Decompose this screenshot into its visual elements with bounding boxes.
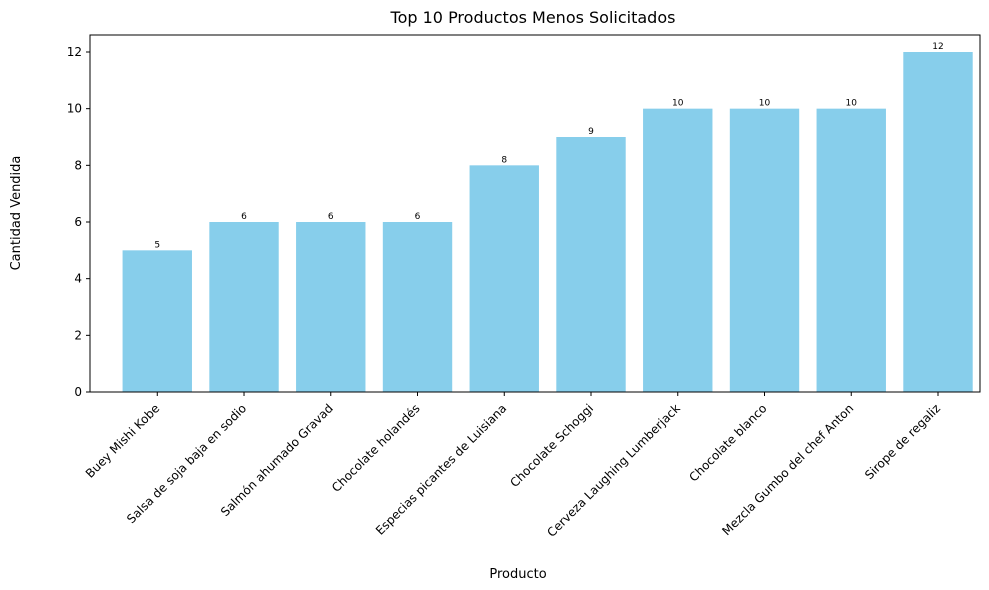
bar-5: [469, 165, 539, 392]
x-tick-label-8: Chocolate blanco: [686, 401, 769, 484]
bar-3: [296, 222, 366, 392]
x-tick-label-10: Sirope de regaliz: [862, 401, 943, 482]
data-label-10: 12: [932, 42, 943, 52]
data-label-1: 5: [154, 240, 160, 250]
y-tick-label-4: 6: [74, 215, 82, 229]
chart-title: Top 10 Productos Menos Solicitados: [390, 8, 676, 27]
x-tick-label-6: Chocolate Schoggi: [507, 401, 596, 490]
bar-10: [903, 52, 973, 392]
bar-1: [122, 250, 192, 392]
y-tick-label-5: 8: [74, 158, 82, 172]
x-tick-label-1: Buey Mishi Kobe: [83, 401, 163, 481]
bar-7: [643, 108, 713, 393]
data-label-9: 10: [846, 99, 858, 109]
bar-9: [816, 108, 886, 393]
y-tick-label-3: 4: [74, 272, 82, 286]
x-axis-label: Producto: [489, 567, 546, 582]
bar-8: [729, 108, 800, 393]
data-label-4: 6: [415, 212, 421, 222]
data-label-3: 6: [328, 212, 334, 222]
y-tick-label-7: 12: [67, 45, 82, 59]
bar-2: [209, 222, 279, 392]
data-label-8: 10: [759, 99, 771, 109]
y-tick-label-2: 2: [74, 328, 82, 342]
y-axis-label: Cantidad Vendida: [9, 156, 24, 271]
bars-layer: 5 6 6 6 8 9 10 10 10 12: [122, 42, 973, 393]
bar-6: [556, 137, 626, 392]
x-tick-label-4: Chocolate holandés: [329, 401, 423, 495]
data-label-2: 6: [241, 212, 247, 222]
data-label-5: 8: [501, 155, 507, 165]
y-tick-label-1: 0: [74, 385, 82, 399]
y-tick-label-6: 10: [67, 102, 82, 116]
plot-area-frame: [89, 34, 981, 393]
data-label-6: 9: [588, 127, 594, 137]
bar-4: [382, 222, 453, 392]
data-label-7: 10: [672, 99, 684, 109]
